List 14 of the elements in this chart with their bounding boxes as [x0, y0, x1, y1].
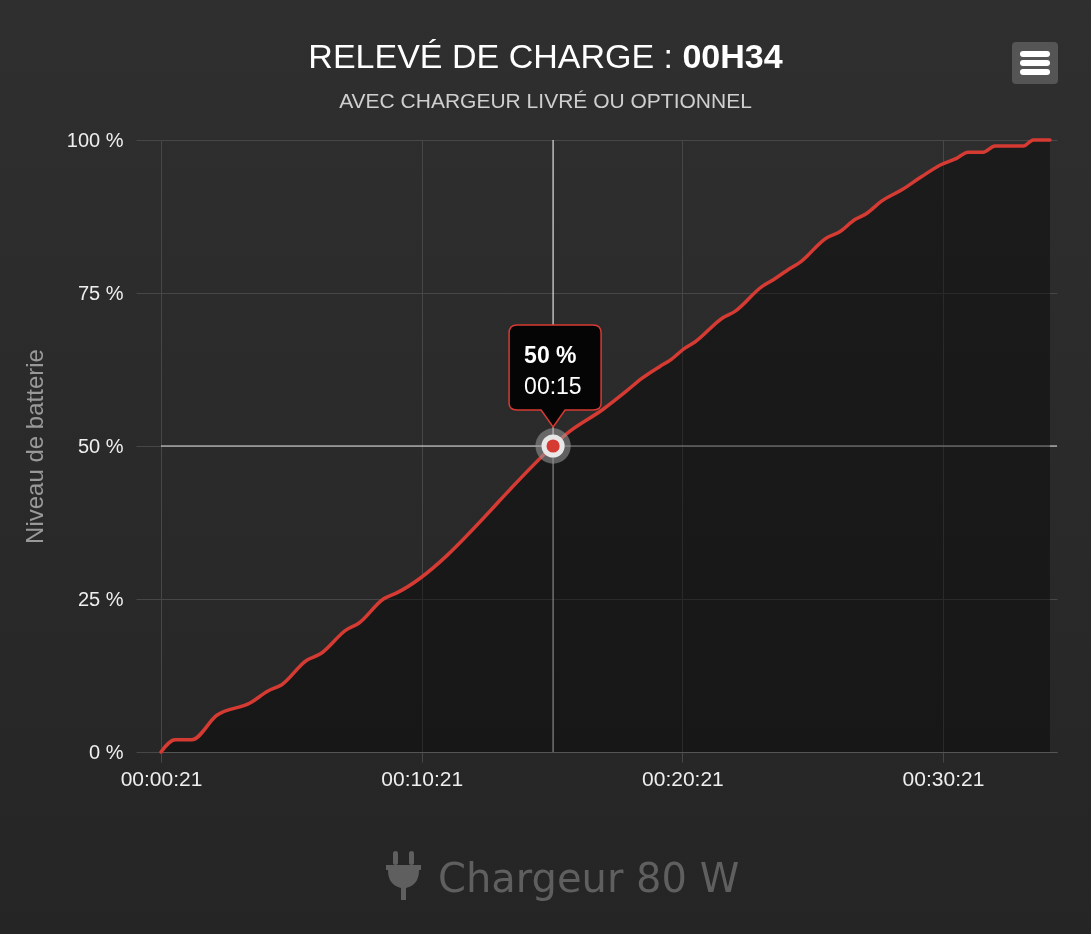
- text: Chargeur 80 W: [438, 854, 740, 903]
- chart-title: RELEVÉ DE CHARGE : 00H34: [308, 37, 783, 75]
- y-tick-label: 100 %: [66, 128, 124, 151]
- annotation: 50 % 00:15: [524, 342, 582, 399]
- y-axis-title: Niveau de batterie: [20, 349, 48, 544]
- y-tick-label: 75 %: [77, 281, 124, 304]
- x-tick-label: 00:20:21: [642, 766, 724, 790]
- x-tick-label: 00:10:21: [381, 766, 464, 790]
- x-tick-label: 00:00:21: [120, 766, 203, 790]
- chart-subtitle: AVEC CHARGEUR LIVRÉ OU OPTIONNEL: [338, 89, 753, 113]
- y-tick-label: 25 %: [77, 587, 124, 610]
- y-tick-label: 50 %: [77, 434, 124, 457]
- y-tick-label: 0 %: [89, 740, 124, 763]
- x-tick-label: 00:30:21: [902, 766, 985, 790]
